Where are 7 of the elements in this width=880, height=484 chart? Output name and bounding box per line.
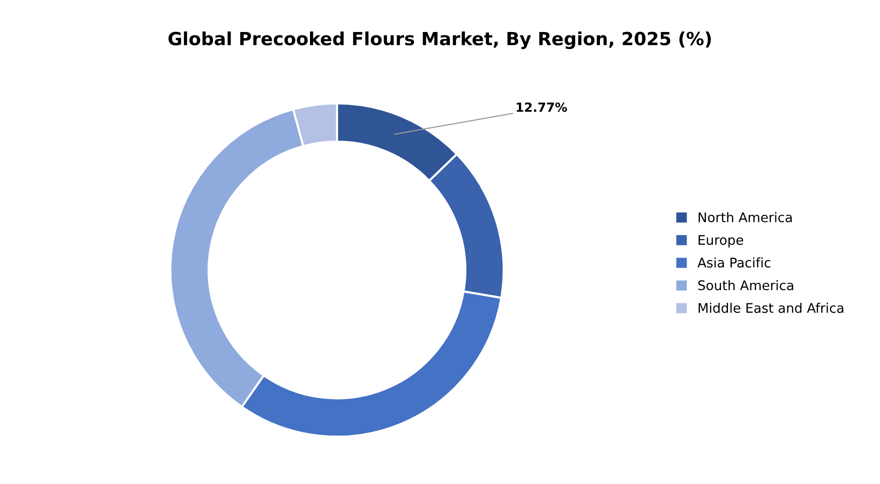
- chart-title: Global Precooked Flours Market, By Region, 2025 (%): [168, 31, 711, 50]
- legend-label: Europe: [698, 235, 744, 248]
- data-label: 12.77%: [516, 102, 567, 112]
- legend-label: Asia Pacific: [697, 257, 770, 268]
- legend-label: North America: [698, 212, 792, 222]
- legend-label: Middle East and Africa: [698, 302, 844, 313]
- legend-label: South America: [698, 280, 794, 290]
